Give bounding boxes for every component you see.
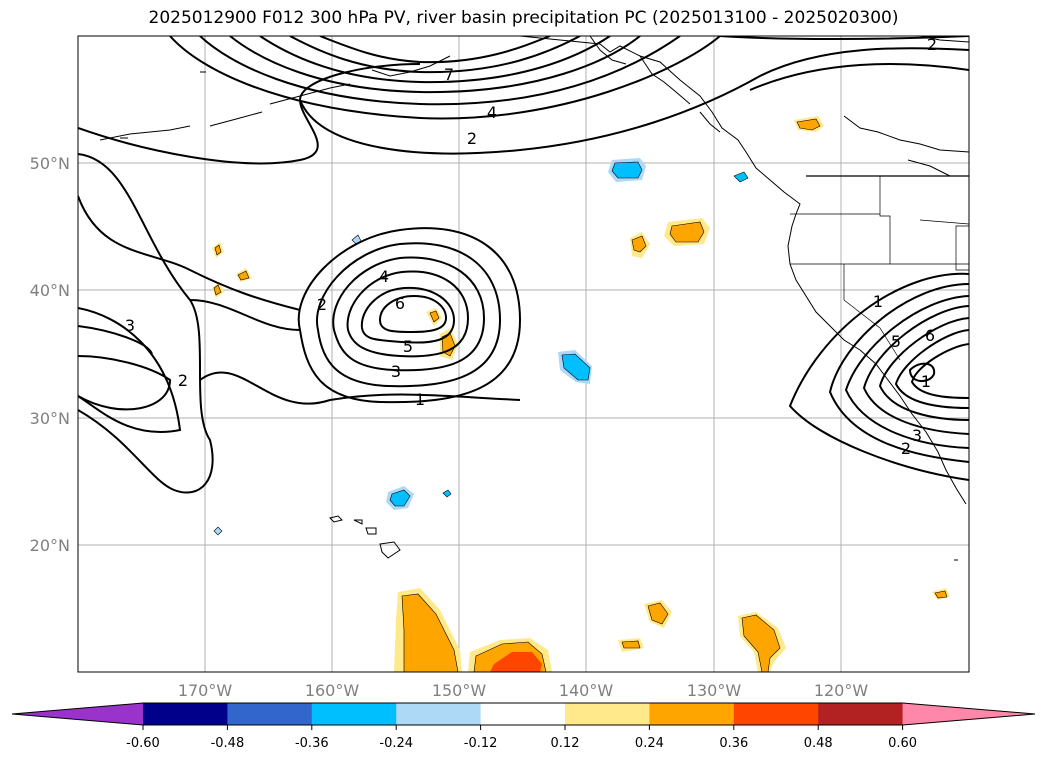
svg-text:3: 3 <box>391 362 401 381</box>
svg-text:1: 1 <box>873 292 883 311</box>
colorbar-segment <box>480 703 566 725</box>
svg-text:1: 1 <box>921 372 931 391</box>
svg-text:2: 2 <box>467 129 477 148</box>
svg-text:2: 2 <box>178 371 188 390</box>
lon-tick: 170°W <box>178 681 233 700</box>
colorbar-tick-label: 0.48 <box>804 736 833 751</box>
svg-text:5: 5 <box>891 332 901 351</box>
lat-tick: 30°N <box>30 409 70 428</box>
lon-tick: 150°W <box>432 681 487 700</box>
lat-tick: 40°N <box>30 281 70 300</box>
colorbar-tick-label: -0.60 <box>126 736 160 751</box>
colorbar: -0.60 -0.48 -0.36 -0.24 -0.12 0.12 0.24 0.36 0.4… <box>11 702 1036 751</box>
colorbar-tick-label: 0.36 <box>719 736 748 751</box>
colorbar-tick-label: 0.12 <box>551 736 580 751</box>
lon-tick: 140°W <box>559 681 614 700</box>
lon-tick: 120°W <box>814 681 869 700</box>
colorbar-segment <box>227 703 313 725</box>
coastlines <box>99 36 969 561</box>
lon-tick: 130°W <box>687 681 742 700</box>
colorbar-segment <box>818 703 904 725</box>
lat-tick: 20°N <box>30 536 70 555</box>
colorbar-tick-label: -0.12 <box>464 736 498 751</box>
svg-text:2: 2 <box>927 35 937 54</box>
svg-text:3: 3 <box>125 316 135 335</box>
lat-tick: 50°N <box>30 154 70 173</box>
colorbar-segment <box>733 703 819 725</box>
lon-tick: 160°W <box>305 681 360 700</box>
gridlines <box>78 36 969 672</box>
pv-contour-labels: 7 4 2 2 3 2 4 6 5 3 1 2 1 5 6 1 3 2 <box>125 35 937 458</box>
svg-text:2: 2 <box>901 439 911 458</box>
svg-text:2: 2 <box>317 295 327 314</box>
svg-text:7: 7 <box>444 65 454 84</box>
svg-text:3: 3 <box>912 426 922 445</box>
map-background <box>78 36 969 672</box>
svg-text:4: 4 <box>487 103 497 122</box>
svg-text:6: 6 <box>925 326 935 345</box>
svg-text:1: 1 <box>415 390 425 409</box>
map-title: 2025012900 F012 300 hPa PV, river basin … <box>148 8 899 28</box>
colorbar-extension-min <box>12 703 143 725</box>
pv-contours <box>78 36 969 494</box>
precip-shading <box>212 116 950 672</box>
map-frame <box>77 35 970 673</box>
colorbar-tick-label: 0.24 <box>635 736 664 751</box>
colorbar-segment <box>565 703 650 725</box>
colorbar-segment <box>649 703 735 725</box>
colorbar-segment <box>143 703 228 725</box>
colorbar-segment <box>396 703 482 725</box>
lat-tick-labels: 50°N 40°N 30°N 20°N <box>30 154 70 555</box>
colorbar-extension-max <box>902 703 1035 725</box>
colorbar-tick-label: -0.48 <box>211 736 245 751</box>
svg-text:5: 5 <box>403 337 413 356</box>
colorbar-segment <box>311 703 397 725</box>
svg-text:4: 4 <box>379 267 389 286</box>
lon-tick-labels: 170°W 160°W 150°W 140°W 130°W 120°W <box>178 681 869 700</box>
colorbar-tick-label: -0.24 <box>379 736 413 751</box>
colorbar-tick-label: 0.60 <box>888 736 917 751</box>
colorbar-tick-label: -0.36 <box>295 736 329 751</box>
svg-text:6: 6 <box>395 294 405 313</box>
